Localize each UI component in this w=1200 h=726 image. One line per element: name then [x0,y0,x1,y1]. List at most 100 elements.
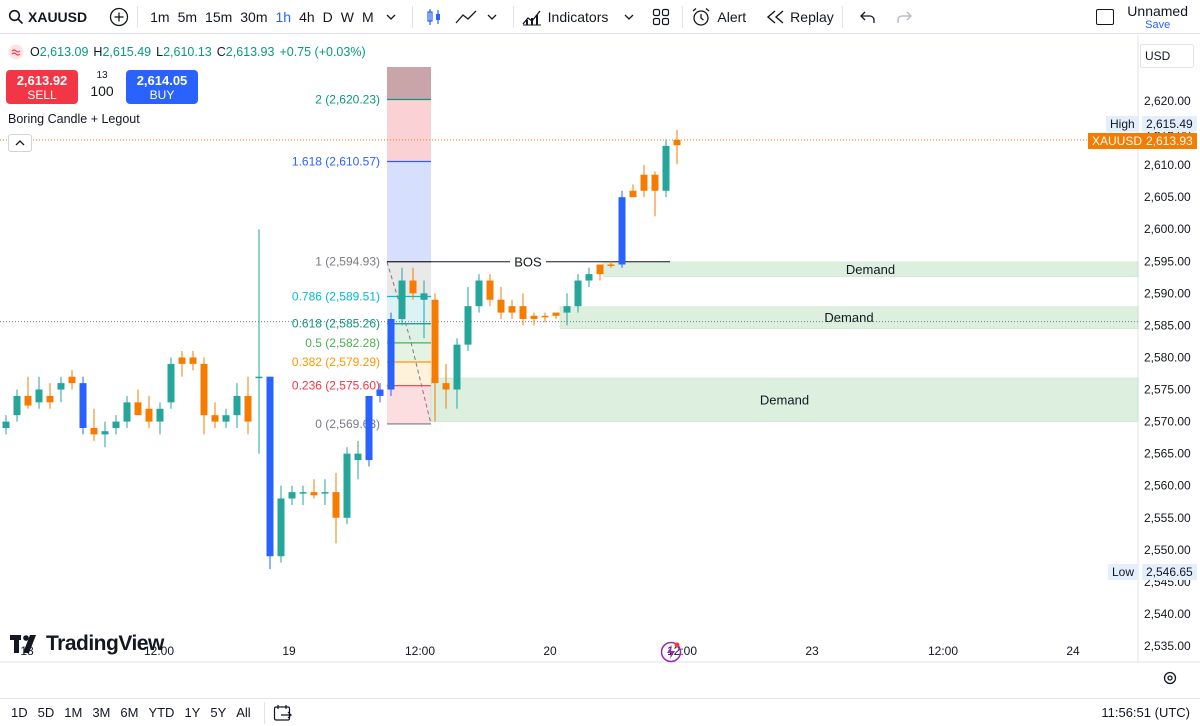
candle-body [662,145,670,191]
gear-icon [1163,671,1177,685]
indicators-dropdown[interactable] [616,4,642,30]
price-tick-label: 2,600.00 [1144,222,1191,236]
open-value: 2,613.09 [39,45,89,59]
logo-wordmark: TradingView [46,632,164,655]
range-all[interactable]: All [236,705,251,720]
timeframe-5m[interactable]: 5m [177,8,198,25]
candle-body [134,402,142,416]
candle-body [24,395,32,406]
price-chart[interactable]: 2,620.002,615.002,610.002,605.002,600.00… [0,35,1200,663]
timeframe-M[interactable]: M [362,8,374,25]
range-1d[interactable]: 1D [11,705,28,720]
drawing-tools-dropdown[interactable] [479,4,505,30]
symbol-logo-icon [8,44,24,60]
candle-body [365,395,373,461]
plus-circle-icon [109,7,129,26]
low-tag-label: Low [1108,564,1139,580]
candlestick-icon [427,8,440,25]
indicators-icon [522,10,541,25]
timeframe-1h[interactable]: 1h [275,8,292,25]
tradingview-logo[interactable]: TradingView [10,632,164,656]
collapse-legend-button[interactable] [8,134,32,152]
close-label: C [216,45,226,59]
replay-button[interactable]: Replay [766,0,834,34]
live-updates-button[interactable] [660,641,682,668]
candle-body [101,431,109,435]
drawing-tools-button[interactable] [453,4,479,30]
last-price-tag: 2,613.93 [1142,133,1197,149]
sell-button[interactable]: 2,613.92 SELL [6,70,78,104]
quantity-field[interactable]: 13 100 [86,70,118,100]
range-5d[interactable]: 5D [37,705,55,720]
candle-body [299,492,307,494]
range-1m[interactable]: 1M [64,705,83,720]
timeframe-dropdown[interactable] [378,4,404,30]
spread-value: 13 [96,70,108,81]
indicator-name[interactable]: Boring Candle + Legout [8,112,140,126]
timeframe-15m[interactable]: 15m [205,8,233,25]
fullscreen-checkbox[interactable] [1096,6,1114,28]
square-icon [1096,9,1114,25]
layout-name-button[interactable]: Unnamed Save [1127,4,1188,32]
fib-level-label: 0.382 (2,579.29) [292,355,380,369]
chevron-up-icon [15,140,25,146]
candle-body [13,395,21,416]
time-tick-label: 24 [1066,644,1080,658]
time-tick-label: 23 [805,644,819,658]
candle-body [156,408,164,422]
currency-label: USD [1145,49,1171,63]
range-1y[interactable]: 1Y [184,705,201,720]
goto-date-button[interactable] [273,704,293,722]
price-tick-label: 2,550.00 [1144,543,1191,557]
rewind-icon [767,9,784,24]
candle-body [519,306,527,319]
indicators-button[interactable]: Indicators [522,0,608,34]
fib-level-label: 1 (2,594.93) [315,255,380,269]
divider [137,5,139,28]
time-tick-label: 12:00 [144,644,174,658]
candle-body [90,428,98,435]
timeframe-1m[interactable]: 1m [150,8,170,25]
range-6m[interactable]: 6M [120,705,139,720]
candle-body [574,280,582,307]
candle-body [145,408,153,422]
lightning-icon [660,641,682,663]
chart-settings-button[interactable] [1162,670,1178,691]
candle-body [266,376,274,557]
candle-body [123,402,131,422]
timeframe-W[interactable]: W [340,8,354,25]
buy-button[interactable]: 2,614.05 BUY [126,70,198,104]
alarm-clock-icon [692,7,710,26]
compare-symbol-button[interactable] [109,0,129,34]
candle-body [431,299,439,384]
layouts-button[interactable] [648,4,674,30]
chart-pane[interactable]: 2,620.002,615.002,610.002,605.002,600.00… [0,35,1200,663]
sell-label: SELL [27,88,57,102]
ohlc-legend: O 2,613.09 H 2,615.49 L 2,610.13 C 2,613.93 … [8,44,366,60]
candle-style-button[interactable] [421,4,447,30]
timeframe-30m[interactable]: 30m [240,8,268,25]
timeframe-D[interactable]: D [322,8,333,25]
candle-body [112,421,120,428]
symbol-search-button[interactable]: XAUUSD [0,0,87,34]
demand-zone [559,306,1139,329]
fib-zone [387,385,431,424]
utc-clock[interactable]: 11:56:51 (UTC) [1101,705,1190,720]
redo-button[interactable] [891,4,917,30]
candle-body [453,344,461,390]
currency-selector[interactable]: USD [1140,44,1194,68]
divider [841,5,843,28]
range-5y[interactable]: 5Y [210,705,227,720]
range-3m[interactable]: 3M [92,705,111,720]
timeframe-4h[interactable]: 4h [299,8,315,25]
candle-body [376,389,384,396]
alert-label: Alert [717,8,747,25]
candle-body [497,299,505,313]
low-label: L [156,45,164,59]
open-label: O [30,45,40,59]
range-ytd[interactable]: YTD [148,705,175,720]
time-tick-label: 12:00 [405,644,435,658]
alert-button[interactable]: Alert [691,0,746,34]
undo-button[interactable] [855,4,881,30]
candle-body [310,492,318,496]
